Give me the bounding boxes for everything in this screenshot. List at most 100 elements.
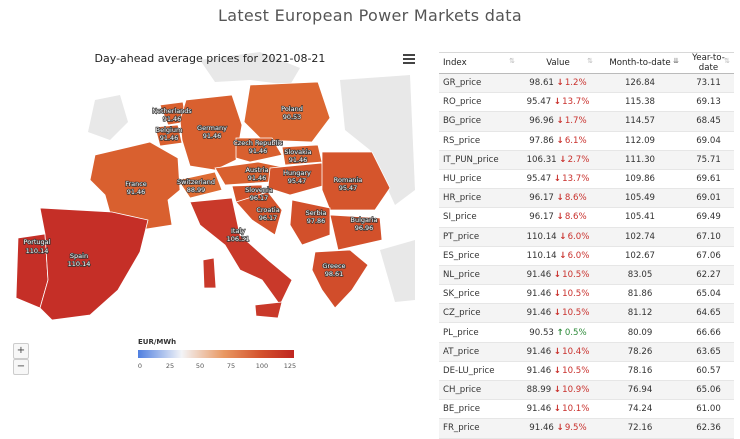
table-row[interactable]: BG_price 96.96 ↓1.7% 114.57 68.45 [439, 111, 734, 132]
sort-icon[interactable]: ⇅ [509, 57, 515, 65]
table-row[interactable]: HU_price 95.47 ↓13.7% 109.86 69.61 [439, 169, 734, 190]
label-netherlands-name: Netherlands [152, 107, 192, 115]
cell-value: 88.99 ↓10.9% [519, 380, 597, 401]
country-sardinia[interactable] [202, 257, 217, 289]
label-belgium-name: Belgium [156, 126, 183, 134]
country-serbia[interactable] [289, 199, 331, 246]
label-switzerland-value: 88.99 [187, 186, 206, 194]
page-title: Latest European Power Markets data [218, 6, 522, 25]
cell-value: 91.46 ↓10.5% [519, 284, 597, 305]
table-row[interactable]: BE_price 91.46 ↓10.1% 74.24 61.00 [439, 399, 734, 420]
cell-value: 95.47 ↓13.7% [519, 92, 597, 113]
change-indicator: ↓10.9% [554, 385, 590, 395]
cell-value: 91.46 ↓10.5% [519, 265, 597, 286]
cell-year-to-date: 61.00 [683, 399, 734, 420]
label-serbia-name: Serbia [306, 209, 327, 217]
change-text: 10.1% [562, 404, 590, 415]
label-croatia-name: Croatia [256, 206, 279, 214]
cell-year-to-date: 64.65 [683, 303, 734, 324]
cell-index: CZ_price [439, 303, 519, 324]
cell-index: PT_price [439, 227, 519, 247]
europe-map[interactable]: Netherlands 91.46 Belgium 91.46 Germany … [0, 40, 430, 401]
country-spain[interactable] [39, 207, 149, 321]
cell-month-to-date: 109.86 [597, 169, 683, 190]
change-indicator: ↓13.7% [554, 174, 590, 184]
table-row[interactable]: RO_price 95.47 ↓13.7% 115.38 69.13 [439, 92, 734, 113]
table-row[interactable]: CZ_price 91.46 ↓10.5% 81.12 64.65 [439, 303, 734, 324]
label-romania-name: Romania [334, 176, 362, 184]
table-row[interactable]: IT_PUN_price 106.31 ↓2.7% 111.30 75.71 [439, 150, 734, 170]
column-header-value[interactable]: Value ⇅ [519, 52, 597, 74]
cell-month-to-date: 126.84 [597, 73, 683, 94]
table-header-row: Index ⇅ Value ⇅ Month-to-date ⇊ Year-to-dat… [439, 52, 734, 74]
country-germany[interactable] [179, 94, 243, 171]
table-row[interactable]: PL_price 90.53 ↑0.5% 80.09 66.66 [439, 322, 734, 343]
column-header-index[interactable]: Index ⇅ [439, 52, 519, 74]
country-france[interactable] [89, 141, 181, 231]
table-row[interactable]: RS_price 97.86 ↓6.1% 112.09 69.04 [439, 131, 734, 151]
cell-index: CH_price [439, 380, 519, 401]
label-bulgaria-name: Bulgaria [351, 216, 378, 224]
sort-icon[interactable]: ⇅ [724, 57, 730, 65]
table-row[interactable]: SI_price 96.17 ↓8.6% 105.41 69.49 [439, 207, 734, 228]
arrow-down-icon: ↓ [553, 346, 562, 357]
value-text: 95.47 [526, 174, 552, 185]
country-greece[interactable] [311, 249, 369, 309]
cell-month-to-date: 111.30 [597, 150, 683, 170]
label-austria-value: 91.46 [248, 174, 267, 182]
value-text: 96.17 [529, 212, 554, 223]
label-croatia-value: 96.17 [259, 214, 278, 222]
change-text: 8.6% [564, 212, 587, 223]
column-header-year-to-date[interactable]: Year-to-date ⇅ [683, 52, 734, 74]
cell-value: 91.46 ↓10.5% [519, 361, 597, 382]
cell-value: 91.46 ↓9.5% [519, 418, 597, 439]
country-hungary[interactable] [267, 162, 327, 196]
zoom-out-button[interactable]: − [13, 359, 29, 375]
label-germany-name: Germany [197, 124, 227, 132]
table-row[interactable]: HR_price 96.17 ↓8.6% 105.49 69.01 [439, 188, 734, 209]
cell-value: 95.47 ↓13.7% [519, 169, 597, 190]
table-row[interactable]: SK_price 91.46 ↓10.5% 81.86 65.04 [439, 284, 734, 305]
column-header-month-to-date[interactable]: Month-to-date ⇊ [597, 52, 683, 74]
country-belgium[interactable] [154, 124, 183, 147]
arrow-down-icon: ↓ [556, 78, 564, 89]
cell-value: 96.17 ↓8.6% [519, 207, 597, 228]
label-portugal-name: Portugal [24, 238, 51, 246]
table-row[interactable]: DE-LU_price 91.46 ↓10.5% 78.16 60.57 [439, 361, 734, 382]
country-poland[interactable] [243, 81, 331, 143]
country-sicily[interactable] [254, 301, 283, 319]
label-switzerland-name: Switzerland [177, 178, 215, 186]
table-row[interactable]: NL_price 91.46 ↓10.5% 83.05 62.27 [439, 265, 734, 286]
arrow-down-icon: ↓ [553, 269, 562, 280]
zoom-in-button[interactable]: + [13, 343, 29, 359]
table-row[interactable]: FR_price 91.46 ↓9.5% 72.16 62.36 [439, 418, 734, 439]
label-hungary-name: Hungary [283, 169, 311, 177]
sort-icon[interactable]: ⇊ [673, 57, 679, 65]
cell-year-to-date: 69.13 [683, 92, 734, 113]
table-row[interactable]: AT_price 91.46 ↓10.4% 78.26 63.65 [439, 342, 734, 362]
country-switzerland[interactable] [177, 171, 223, 199]
table-row[interactable]: PT_price 110.14 ↓6.0% 102.74 67.10 [439, 227, 734, 247]
value-text: 91.46 [526, 289, 552, 300]
table-row[interactable]: GR_price 98.61 ↓1.2% 126.84 73.11 [439, 73, 734, 94]
table-row[interactable]: CH_price 88.99 ↓10.9% 76.94 65.06 [439, 380, 734, 401]
change-text: 10.5% [562, 289, 590, 300]
sort-icon[interactable]: ⇅ [587, 57, 593, 65]
hamburger-menu-icon[interactable] [403, 54, 415, 64]
label-france-value: 91.46 [127, 188, 146, 196]
country-czech[interactable] [235, 137, 283, 163]
country-romania[interactable] [321, 151, 391, 211]
value-text: 96.17 [529, 193, 554, 204]
country-bulgaria[interactable] [329, 214, 383, 251]
cell-index: BG_price [439, 111, 519, 132]
turkey-land [380, 240, 415, 302]
arrow-down-icon: ↓ [559, 231, 567, 242]
change-indicator: ↓6.1% [557, 136, 587, 146]
table-row[interactable]: ES_price 110.14 ↓6.0% 102.67 67.06 [439, 246, 734, 266]
cell-month-to-date: 102.74 [597, 227, 683, 247]
arrow-down-icon: ↓ [559, 250, 567, 261]
country-croatia[interactable] [235, 191, 283, 236]
cell-year-to-date: 65.04 [683, 284, 734, 305]
arrow-down-icon: ↓ [559, 154, 567, 165]
eastern-land [340, 75, 415, 205]
